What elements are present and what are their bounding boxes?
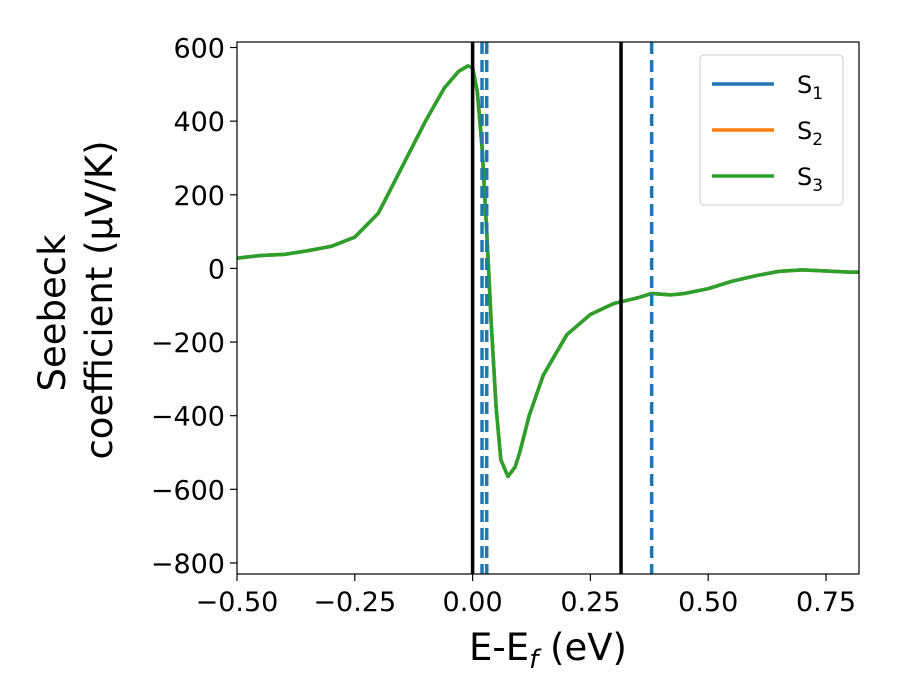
x-tick-label: 0.50 bbox=[678, 587, 738, 618]
y-tick-label: 600 bbox=[173, 34, 225, 65]
y-axis-title-line2: coefficient (μV/K) bbox=[78, 140, 121, 459]
series-line-s3 bbox=[237, 64, 859, 479]
x-tick-label: 0.25 bbox=[560, 587, 620, 618]
y-tick-label: 0 bbox=[208, 254, 225, 285]
plot-frame bbox=[236, 41, 860, 575]
y-axis-title-line1: Seebeck bbox=[31, 234, 74, 392]
legend-label-s3: S3 bbox=[797, 163, 823, 196]
x-tick-label: −0.50 bbox=[196, 587, 279, 618]
y-axis-ticks: −800 −600 −400 −200 0 200 400 600 bbox=[151, 34, 237, 580]
legend-items: S1 S2 S3 bbox=[712, 71, 823, 196]
x-tick-label: 0.00 bbox=[443, 587, 503, 618]
legend-label-s1: S1 bbox=[797, 71, 823, 104]
series-layer bbox=[237, 64, 859, 479]
legend: S1 S2 S3 bbox=[699, 54, 844, 206]
y-tick-label: −800 bbox=[151, 549, 225, 580]
y-tick-label: −600 bbox=[151, 475, 225, 506]
vertical-lines-layer bbox=[470, 42, 654, 574]
y-tick-label: −400 bbox=[151, 402, 225, 433]
x-tick-label: −0.25 bbox=[313, 587, 396, 618]
x-axis-title: E-Ef (eV) bbox=[469, 626, 627, 675]
y-tick-label: 400 bbox=[173, 107, 225, 138]
x-tick-label: 0.75 bbox=[796, 587, 856, 618]
legend-label-s2: S2 bbox=[797, 117, 823, 150]
x-axis-ticks: −0.50 −0.25 0.00 0.25 0.50 0.75 bbox=[196, 574, 856, 618]
y-tick-label: 200 bbox=[173, 181, 225, 212]
y-tick-label: −200 bbox=[151, 328, 225, 359]
